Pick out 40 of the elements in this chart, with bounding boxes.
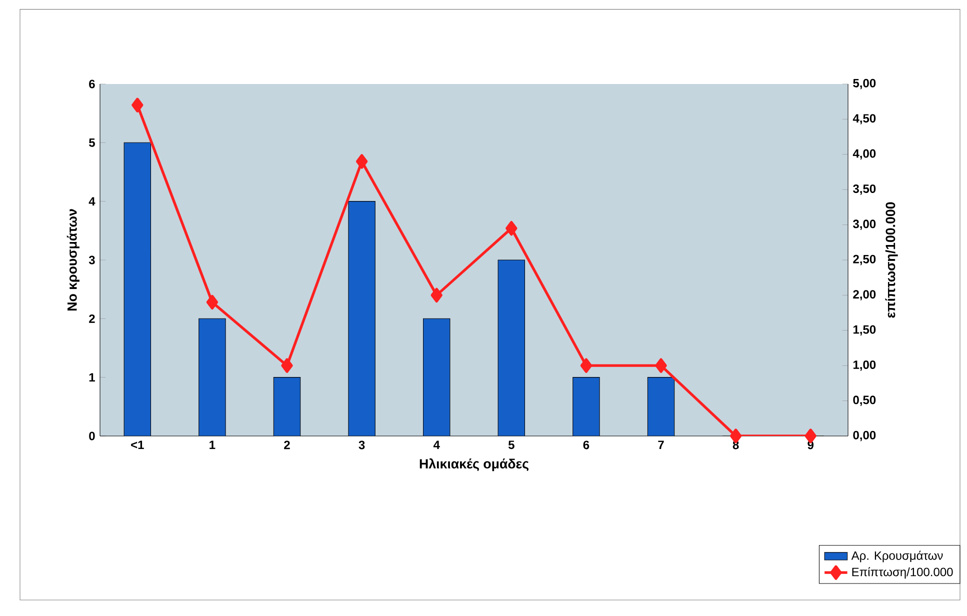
y2-tick-label: 4,50: [852, 114, 876, 124]
y2-tick-label: 4,00: [852, 149, 876, 160]
point: [356, 154, 368, 169]
y2-tick-label: 5,00: [853, 78, 876, 90]
x-axis-title: Ηλικιακές ομάδες: [420, 458, 529, 472]
y-tick-label: 4: [88, 197, 96, 206]
point: [655, 358, 667, 373]
y2-tick-label: 1,00: [853, 360, 876, 371]
y2-axis-title: επίπτωση/100.000: [885, 202, 898, 318]
y2-tick-label: 3,00: [852, 220, 876, 230]
x-tick-label: 6: [583, 440, 590, 450]
y-axis-title: No κρουσμάτων: [66, 209, 80, 310]
point: [132, 98, 144, 112]
point: [430, 288, 442, 303]
legend-label: Αρ. Κρουσμάτων: [851, 550, 943, 562]
y2-tick-label: 2,00: [853, 290, 876, 300]
x-tick-label: 3: [358, 440, 365, 450]
y2-tick-label: 0,00: [853, 430, 876, 442]
y2-tick-label: 3,50: [852, 184, 876, 195]
x-tick-label: <1: [131, 440, 144, 449]
y2-tick-label: 0,50: [853, 396, 876, 406]
legend-label: Επίπτωση/100.000: [852, 567, 953, 579]
x-tick-label: 5: [508, 440, 514, 450]
point: [281, 358, 293, 373]
y2-tick-label: 1,50: [853, 325, 876, 336]
y-tick-label: 5: [89, 138, 95, 147]
x-tick-label: 7: [658, 440, 664, 449]
point: [506, 220, 518, 236]
y-tick-label: 1: [89, 373, 95, 382]
x-tick-label: 2: [284, 440, 290, 450]
point: [206, 294, 218, 310]
x-tick-label: 1: [210, 440, 216, 449]
point: [804, 428, 816, 444]
y-tick-label: 0: [89, 432, 95, 440]
x-tick-label: 4: [433, 440, 440, 449]
y2-tick-label: 2,50: [853, 254, 876, 266]
y-tick-label: 2: [89, 314, 95, 323]
y-tick-label: 3: [88, 256, 95, 264]
point: [580, 358, 592, 373]
y-tick-label: 6: [89, 80, 95, 88]
